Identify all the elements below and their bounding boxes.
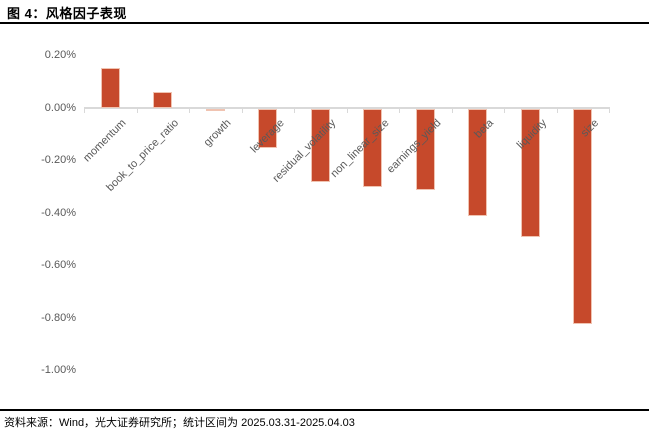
bar-residual_volatility	[310, 108, 330, 182]
bar-liquidity	[520, 108, 540, 238]
x-axis-label: earnings_yield	[385, 116, 444, 176]
y-axis-label: -0.80%	[41, 311, 76, 324]
y-axis-label: -0.60%	[41, 259, 76, 271]
x-axis-tick	[451, 107, 453, 113]
footer-divider	[0, 409, 649, 411]
bar-growth	[205, 108, 225, 112]
y-axis-label: -0.40%	[41, 206, 76, 219]
x-axis-tick	[609, 107, 610, 113]
x-axis-tick	[399, 107, 400, 113]
source-note: 资料来源：Wind，光大证券研究所；统计区间为 2025.03.31-2025.…	[4, 417, 355, 429]
x-axis-tick	[241, 107, 243, 113]
bar-size	[573, 108, 593, 324]
x-axis-tick	[346, 107, 348, 113]
x-axis-tick	[84, 107, 85, 113]
x-axis-tick	[136, 107, 138, 113]
bar-beta	[468, 108, 488, 217]
x-axis-tick	[556, 107, 558, 113]
bar-momentum	[100, 68, 120, 108]
x-axis-tick	[189, 107, 190, 113]
bar-book_to_price_ratio	[153, 91, 173, 108]
figure-title-bar: 图 4：风格因子表现	[0, 0, 649, 24]
x-axis-label: momentum	[81, 116, 129, 164]
x-axis-tick	[294, 107, 295, 113]
x-axis-tick	[504, 107, 505, 113]
y-axis-label: -1.00%	[41, 364, 76, 376]
figure-title: 图 4：风格因子表现	[7, 6, 127, 21]
bar-chart: 0.20% 0.00% -0.20% -0.40% -0.60% -0.80% -1.00%…	[0, 22, 649, 407]
bar-non_linear_size	[363, 108, 383, 188]
y-axis-label: -0.20%	[41, 154, 76, 166]
y-axis-label: 0.20%	[44, 49, 76, 61]
x-axis-label: growth	[201, 116, 234, 149]
bar-earnings_yield	[415, 108, 435, 190]
bar-leverage	[258, 108, 278, 148]
y-axis-label: 0.00%	[44, 101, 76, 114]
